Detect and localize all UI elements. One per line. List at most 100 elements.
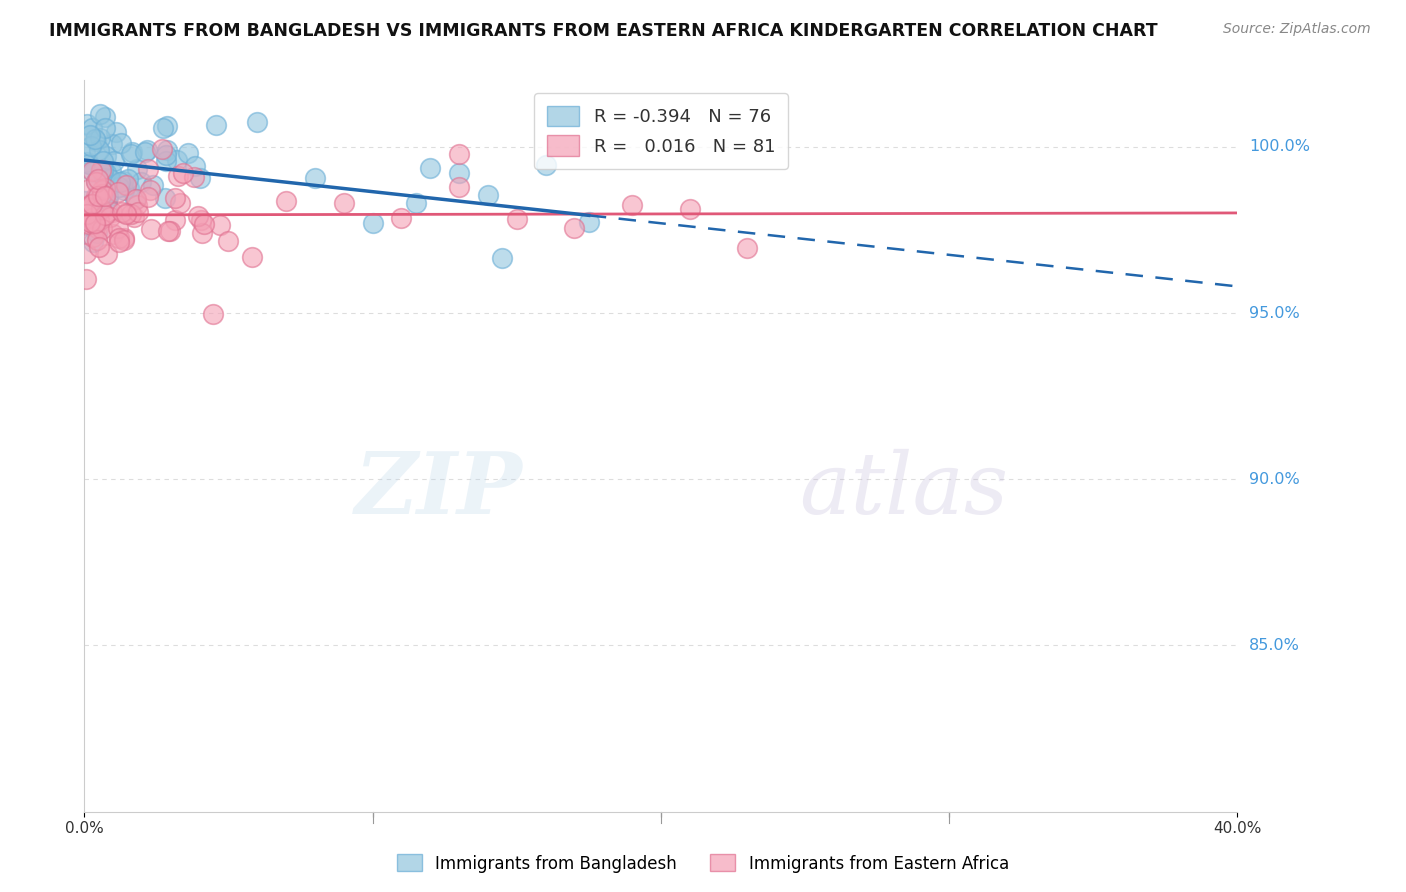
Point — [150, 143, 173, 157]
Point — [108, 235, 131, 249]
Point — [125, 161, 148, 176]
Point — [89, 190, 111, 204]
Point — [153, 191, 176, 205]
Point — [93, 154, 115, 169]
Point — [93, 170, 115, 185]
Point — [564, 221, 586, 235]
Text: 85.0%: 85.0% — [1249, 638, 1299, 653]
Point — [506, 212, 529, 227]
Point — [333, 196, 356, 211]
Point — [101, 137, 124, 152]
Point — [118, 181, 141, 195]
Point — [152, 121, 174, 136]
Point — [83, 217, 105, 231]
Point — [76, 200, 98, 214]
Point — [75, 201, 97, 215]
Point — [76, 117, 98, 131]
Point — [138, 190, 160, 204]
Point — [737, 241, 759, 255]
Point — [80, 139, 103, 153]
Text: 95.0%: 95.0% — [1249, 306, 1299, 320]
Point — [111, 205, 134, 219]
Point — [80, 197, 103, 211]
Point — [142, 178, 165, 192]
Point — [449, 146, 471, 161]
Point — [165, 191, 187, 205]
Point — [405, 195, 427, 210]
Point — [89, 131, 111, 145]
Point — [108, 175, 131, 189]
Point — [87, 189, 110, 203]
Point — [190, 213, 212, 227]
Point — [121, 145, 143, 159]
Point — [157, 224, 180, 238]
Point — [124, 210, 146, 224]
Point — [156, 120, 179, 134]
Point — [134, 145, 156, 160]
Point — [82, 163, 104, 178]
Point — [86, 226, 108, 240]
Point — [86, 175, 108, 189]
Point — [94, 120, 117, 135]
Point — [187, 210, 209, 224]
Text: ZIP: ZIP — [354, 448, 523, 532]
Point — [120, 146, 142, 161]
Point — [79, 157, 101, 171]
Point — [107, 185, 129, 199]
Point — [205, 118, 228, 132]
Point — [103, 154, 125, 169]
Point — [120, 207, 142, 221]
Point — [76, 154, 98, 169]
Point — [117, 171, 139, 186]
Point — [159, 224, 181, 238]
Point — [80, 211, 103, 225]
Point — [127, 205, 149, 219]
Point — [167, 169, 190, 183]
Point — [209, 218, 232, 232]
Point — [94, 166, 117, 180]
Point — [96, 246, 118, 260]
Point — [491, 251, 513, 265]
Point — [361, 217, 384, 231]
Text: 100.0%: 100.0% — [1249, 139, 1310, 154]
Point — [84, 174, 107, 188]
Point — [77, 182, 100, 196]
Point — [84, 131, 107, 145]
Text: 90.0%: 90.0% — [1249, 472, 1299, 487]
Point — [97, 190, 120, 204]
Point — [84, 189, 107, 203]
Point — [276, 194, 298, 208]
Point — [93, 167, 115, 181]
Point — [82, 235, 104, 249]
Point — [304, 171, 326, 186]
Point — [129, 175, 152, 189]
Point — [108, 231, 131, 245]
Point — [86, 172, 108, 186]
Point — [139, 183, 162, 197]
Point — [105, 125, 128, 139]
Point — [115, 206, 138, 220]
Point — [76, 207, 98, 221]
Point — [75, 246, 97, 260]
Point — [115, 178, 138, 193]
Point — [477, 188, 499, 202]
Point — [139, 222, 162, 236]
Point — [163, 213, 186, 227]
Point — [172, 166, 194, 180]
Point — [94, 208, 117, 222]
Text: Source: ZipAtlas.com: Source: ZipAtlas.com — [1223, 22, 1371, 37]
Point — [79, 215, 101, 229]
Point — [191, 227, 214, 241]
Point — [124, 192, 146, 206]
Point — [240, 250, 263, 264]
Point — [202, 307, 225, 321]
Text: IMMIGRANTS FROM BANGLADESH VS IMMIGRANTS FROM EASTERN AFRICA KINDERGARTEN CORREL: IMMIGRANTS FROM BANGLADESH VS IMMIGRANTS… — [49, 22, 1157, 40]
Point — [449, 166, 471, 180]
Point — [115, 207, 138, 221]
Point — [97, 189, 120, 203]
Point — [177, 146, 200, 161]
Point — [84, 193, 107, 207]
Point — [79, 128, 101, 142]
Point — [155, 153, 177, 168]
Point — [97, 170, 120, 185]
